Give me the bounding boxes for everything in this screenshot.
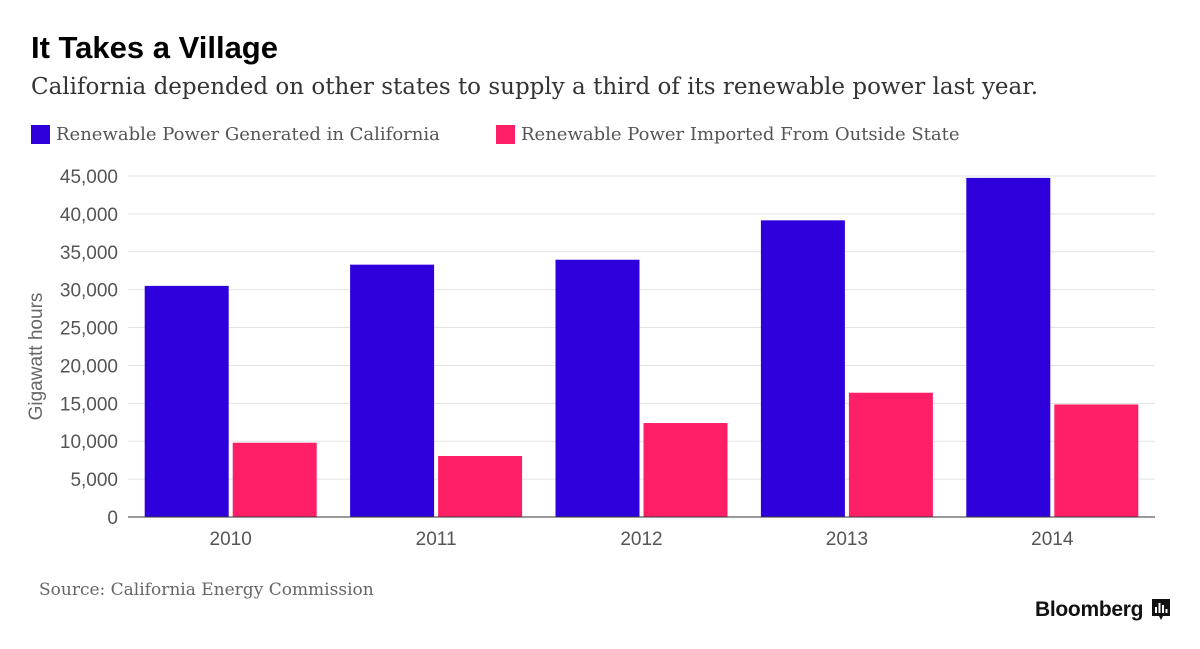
y-tick-label: 10,000 xyxy=(60,432,118,453)
brand-logo: Bloomberg xyxy=(1035,598,1171,622)
bar-imported-2013 xyxy=(848,392,933,517)
bar-generated-2011 xyxy=(350,264,435,517)
chart-subtitle: California depended on other states to s… xyxy=(31,74,1039,100)
bars xyxy=(144,177,1139,517)
x-tick-label: 2011 xyxy=(416,529,457,550)
bar-chart: 0 5,000 10,000 15,000 20,000 25,000 30,000 35,0… xyxy=(26,167,1155,550)
bloomberg-chart-icon xyxy=(1152,599,1171,620)
brand-name: Bloomberg xyxy=(1035,598,1144,621)
y-axis-title: Gigawatt hours xyxy=(26,293,47,421)
x-tick-label: 2013 xyxy=(826,529,868,550)
bar-imported-2014 xyxy=(1054,404,1139,517)
bar-generated-2014 xyxy=(966,177,1051,517)
x-tick-label: 2012 xyxy=(620,529,662,550)
legend-item-imported: Renewable Power Imported From Outside St… xyxy=(496,124,960,145)
y-tick-label: 35,000 xyxy=(60,243,118,264)
x-tick-label: 2014 xyxy=(1031,529,1074,550)
source-note: Source: California Energy Commission xyxy=(39,580,374,600)
bar-generated-2012 xyxy=(555,259,640,517)
y-tick-label: 30,000 xyxy=(60,281,118,302)
bar-imported-2012 xyxy=(643,423,728,517)
legend-swatch-imported xyxy=(496,125,515,144)
y-tick-label: 25,000 xyxy=(60,319,118,340)
bar-imported-2010 xyxy=(232,442,317,517)
legend-label-imported: Renewable Power Imported From Outside St… xyxy=(521,124,960,145)
y-axis-ticks: 0 5,000 10,000 15,000 20,000 25,000 30,000 35,0… xyxy=(60,167,118,529)
legend-swatch-generated xyxy=(31,125,50,144)
y-tick-label: 20,000 xyxy=(60,356,118,377)
y-tick-label: 45,000 xyxy=(60,167,118,188)
y-tick-label: 5,000 xyxy=(70,470,118,491)
legend-label-generated: Renewable Power Generated in California xyxy=(56,124,440,145)
bar-generated-2013 xyxy=(760,220,845,517)
legend-item-generated: Renewable Power Generated in California xyxy=(31,124,440,145)
y-tick-label: 15,000 xyxy=(60,394,118,415)
y-tick-label: 0 xyxy=(107,508,118,529)
y-tick-label: 40,000 xyxy=(60,205,118,226)
x-tick-label: 2010 xyxy=(210,529,252,550)
x-axis-ticks: 2010 2011 2012 2013 2014 xyxy=(210,529,1074,550)
bar-imported-2011 xyxy=(438,455,523,517)
chart-title: It Takes a Village xyxy=(31,30,278,65)
bar-generated-2010 xyxy=(144,285,229,517)
